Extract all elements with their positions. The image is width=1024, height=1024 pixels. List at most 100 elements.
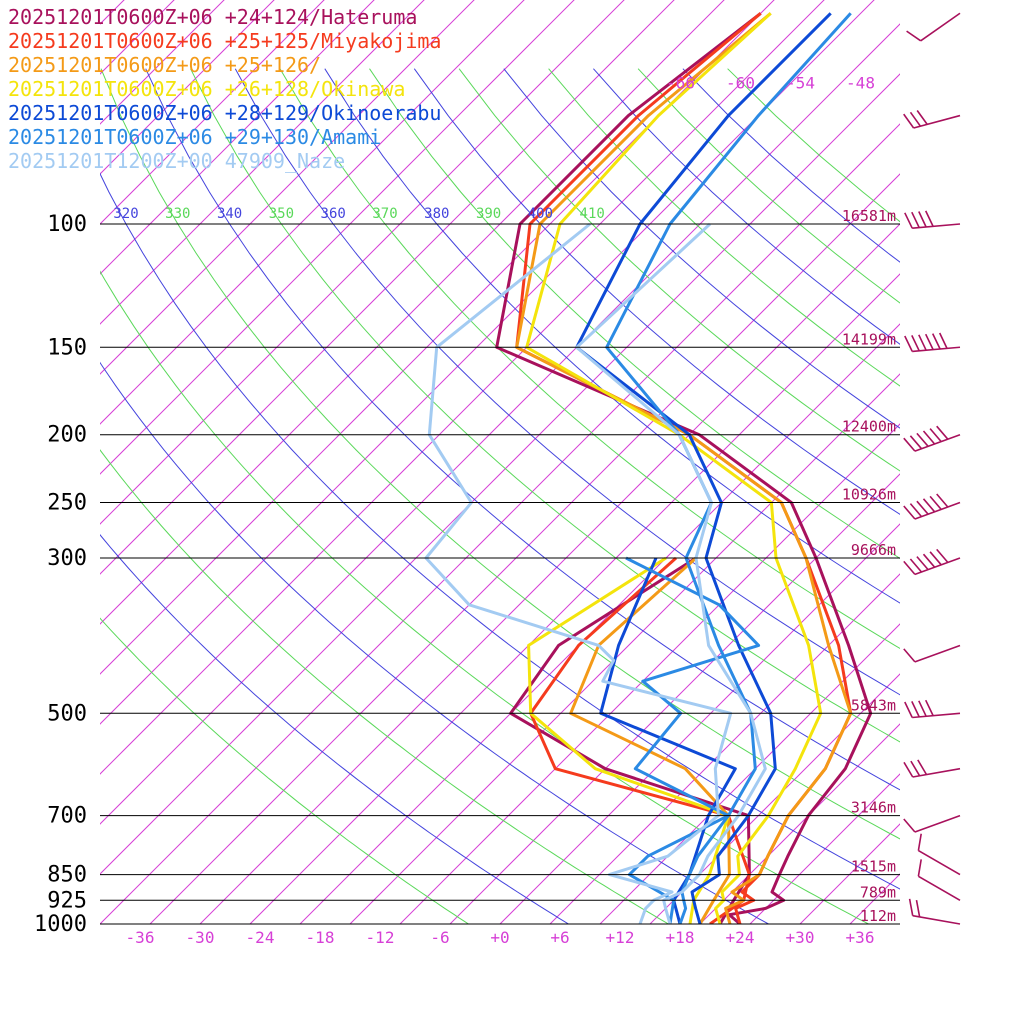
barb-flag	[929, 551, 942, 566]
temperature-line	[575, 222, 767, 924]
barb-flag	[904, 701, 913, 718]
barb-flag	[924, 699, 934, 716]
isotherm-line	[899, 923, 900, 924]
dewpoint-line	[527, 556, 730, 924]
pressure-label: 100	[47, 212, 87, 237]
isotherm-line	[100, 0, 775, 675]
dry-adiabat-line	[145, 68, 900, 791]
isotherm-line	[100, 73, 900, 875]
barb-flag	[918, 211, 927, 228]
barb-flag	[903, 648, 916, 663]
pressure-label: 925	[47, 888, 87, 913]
dry-adiabat-line	[100, 534, 570, 924]
height-label: 9666m	[851, 541, 896, 559]
barb-flag	[929, 428, 942, 443]
wind-barb	[903, 759, 961, 778]
legend-entry: 20251201T0600Z+06 +25+125/Miyakojima	[8, 29, 441, 53]
pressure-label: 1000	[34, 912, 87, 937]
isotherm-line	[249, 273, 900, 924]
barb-flag	[918, 334, 927, 351]
barb-flag	[918, 700, 927, 717]
wind-barb	[903, 110, 961, 129]
barb-flag	[909, 558, 923, 573]
series-group	[515, 12, 853, 924]
legend-entry: 20251201T0600Z+06 +24+124/Hateruma	[8, 5, 417, 29]
isotherm-line	[599, 623, 900, 924]
barb-staff	[914, 433, 961, 452]
isotherm-line	[100, 0, 625, 525]
x-tick-label: +6	[550, 928, 569, 947]
barb-flag	[903, 761, 914, 778]
wind-barb	[904, 332, 961, 353]
isotherm-label: -54	[786, 74, 815, 93]
pressure-label: 850	[47, 863, 87, 888]
isotherm-line	[349, 373, 900, 924]
pressure-label: 150	[47, 335, 87, 360]
temperature-line	[495, 12, 873, 924]
dry-adiabat-line	[100, 68, 900, 840]
x-tick-label: -24	[246, 928, 275, 947]
wind-barb	[917, 859, 961, 901]
barb-staff	[914, 501, 961, 520]
x-tick-label: +18	[666, 928, 695, 947]
wind-barb	[917, 833, 961, 876]
wind-barb	[908, 898, 961, 925]
barb-staff	[912, 914, 961, 925]
barb-flag	[917, 859, 922, 877]
theta-label: 370	[372, 206, 397, 222]
isotherm-line	[100, 0, 475, 375]
barb-flag	[909, 111, 922, 127]
barb-flag	[922, 430, 936, 445]
barb-flag	[904, 212, 913, 229]
height-label: 14199m	[842, 330, 896, 348]
x-tick-label: +30	[786, 928, 815, 947]
isotherm-line	[100, 0, 725, 625]
barb-flag	[916, 110, 928, 125]
dry-adiabat-line	[413, 68, 900, 515]
isotherm-line	[100, 0, 825, 725]
dry-adiabat-line	[100, 172, 900, 890]
legend-entry: 20251201T0600Z+06 +29+130/Amami	[8, 125, 381, 149]
x-tick-label: +0	[490, 928, 509, 947]
temperature-line	[515, 12, 853, 924]
barb-staff	[912, 767, 961, 778]
barb-flag	[909, 435, 923, 450]
theta-label: 380	[424, 206, 449, 222]
series-group	[515, 12, 853, 924]
isotherm-line	[100, 0, 875, 775]
background-grid	[100, 0, 900, 924]
barb-flag	[917, 833, 922, 851]
dry-adiabat-line	[190, 68, 900, 743]
barb-flag	[906, 30, 922, 42]
isotherm-line	[699, 723, 900, 924]
x-tick-label: -18	[306, 928, 335, 947]
series-group	[424, 222, 767, 924]
height-label: 16581m	[842, 207, 896, 225]
isotherm-line	[849, 873, 900, 924]
isotherm-line	[299, 323, 900, 924]
pressure-label: 250	[47, 491, 87, 516]
height-label: 3146m	[851, 799, 896, 817]
theta-label: 320	[113, 206, 138, 222]
barb-flag	[908, 898, 914, 916]
legend-entry: 20251201T0600Z+06 +26+128/Okinawa	[8, 77, 405, 101]
barb-flag	[922, 553, 936, 568]
height-label: 12400m	[842, 418, 896, 436]
barb-flag	[911, 211, 920, 228]
isotherm-lines	[100, 0, 900, 924]
dry-adiabat-line	[324, 68, 900, 604]
barb-flag	[922, 498, 936, 513]
wind-barb	[904, 210, 961, 229]
isotherm-line	[399, 423, 900, 924]
wind-barb	[903, 548, 961, 576]
barb-flag	[916, 556, 929, 571]
barb-flag	[917, 759, 928, 776]
dry-adiabat-line	[100, 617, 470, 924]
wind-barb	[903, 425, 961, 452]
theta-label: 410	[580, 206, 605, 222]
theta-label: 330	[165, 206, 190, 222]
theta-label: 360	[321, 206, 346, 222]
x-tick-label: +24	[726, 928, 755, 947]
barb-flag	[909, 503, 923, 518]
pressure-label: 200	[47, 423, 87, 448]
